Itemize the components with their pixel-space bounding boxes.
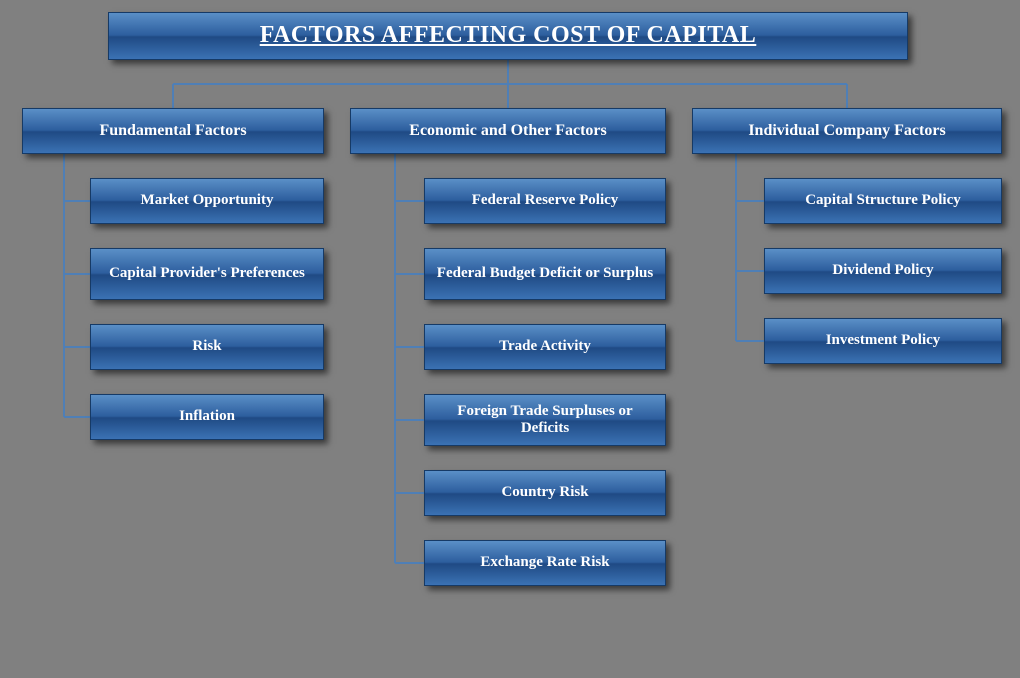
item-box: Federal Budget Deficit or Surplus [424,248,666,300]
item-box: Market Opportunity [90,178,324,224]
category-box: Individual Company Factors [692,108,1002,154]
item-box: Trade Activity [424,324,666,370]
item-box: Federal Reserve Policy [424,178,666,224]
item-box: Exchange Rate Risk [424,540,666,586]
item-box: Investment Policy [764,318,1002,364]
category-box: Economic and Other Factors [350,108,666,154]
item-box: Capital Provider's Preferences [90,248,324,300]
item-box: Dividend Policy [764,248,1002,294]
item-box: Capital Structure Policy [764,178,1002,224]
item-box: Risk [90,324,324,370]
item-box: Country Risk [424,470,666,516]
item-box: Foreign Trade Surpluses or Deficits [424,394,666,446]
category-box: Fundamental Factors [22,108,324,154]
diagram-title: FACTORS AFFECTING COST OF CAPITAL [108,12,908,60]
item-box: Inflation [90,394,324,440]
